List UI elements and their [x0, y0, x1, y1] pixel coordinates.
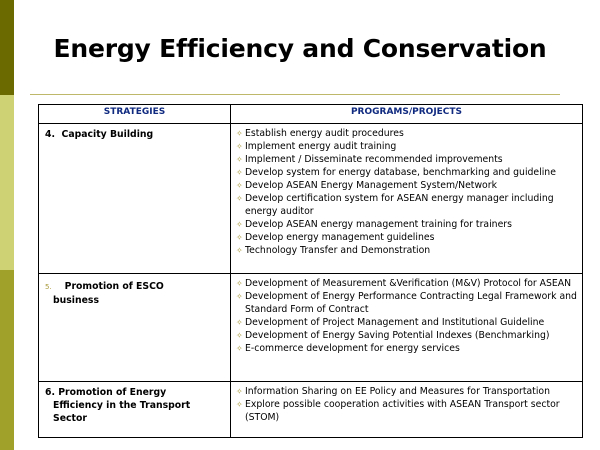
list-item: ✧ Development of Measurement &Verificatio… — [236, 278, 572, 289]
header-programs: PROGRAMS/PROJECTS — [230, 104, 583, 124]
strategy-label-line2: Efficiency in the Transport — [53, 400, 191, 411]
diamond-bullet-icon: ✧ — [236, 155, 243, 164]
table-row: 6. Promotion of Energy Efficiency in the… — [38, 381, 583, 438]
strategy-label-line3: Sector — [53, 413, 87, 424]
diamond-bullet-icon: ✧ — [236, 181, 243, 190]
list-item: ✧ Develop ASEAN Energy Management System/… — [236, 180, 497, 191]
strategy-cell: 4. Capacity Building — [38, 123, 231, 274]
list-item: ✧ Develop energy management guidelines — [236, 232, 435, 243]
slide-sidebar-decoration — [0, 0, 14, 450]
diamond-bullet-icon: ✧ — [236, 220, 243, 229]
table-row: 4. Capacity Building ✧ Establish energy a… — [38, 123, 583, 274]
strategy-cell: 5. Promotion of ESCO business — [38, 273, 231, 382]
strategy-label-line2: business — [53, 295, 99, 306]
list-item: ✧ Develop certification system for ASEAN … — [236, 193, 554, 217]
programs-cell: ✧ Development of Measurement &Verificatio… — [230, 273, 583, 382]
diamond-bullet-icon: ✧ — [236, 168, 243, 177]
diamond-bullet-icon: ✧ — [236, 344, 243, 353]
list-item: ✧ Explore possible cooperation activities… — [236, 399, 560, 423]
slide-title: Energy Efficiency and Conservation — [53, 34, 547, 63]
strategy-number: 4. — [45, 129, 56, 140]
list-item: ✧ Implement energy audit training — [236, 141, 397, 152]
strategies-table: STRATEGIES PROGRAMS/PROJECTS 4. Capacity… — [38, 104, 583, 438]
sidebar-band-top — [0, 0, 14, 95]
strategy-label-line1: Promotion of ESCO — [64, 281, 164, 292]
diamond-bullet-icon: ✧ — [236, 194, 243, 203]
strategy-number: 5. — [45, 283, 52, 291]
header-strategies: STRATEGIES — [38, 104, 231, 124]
strategy-label: Capacity Building — [61, 129, 154, 140]
table-header-row: STRATEGIES PROGRAMS/PROJECTS — [38, 104, 583, 124]
strategy-label-line1: 6. Promotion of Energy — [45, 387, 167, 398]
list-item: ✧ Develop ASEAN energy management trainin… — [236, 219, 512, 230]
sidebar-band-bottom — [0, 270, 14, 450]
strategy-cell: 6. Promotion of Energy Efficiency in the… — [38, 381, 231, 438]
sidebar-band-middle — [0, 95, 14, 270]
programs-cell: ✧ Information Sharing on EE Policy and Me… — [230, 381, 583, 438]
list-item: ✧ Development of Energy Saving Potential … — [236, 330, 550, 341]
diamond-bullet-icon: ✧ — [236, 129, 243, 138]
diamond-bullet-icon: ✧ — [236, 331, 243, 340]
list-item: ✧ Technology Transfer and Demonstration — [236, 245, 431, 256]
list-item: ✧ Implement / Disseminate recommended imp… — [236, 154, 503, 165]
diamond-bullet-icon: ✧ — [236, 387, 243, 396]
list-item: ✧ E-commerce development for energy servi… — [236, 343, 460, 354]
diamond-bullet-icon: ✧ — [236, 279, 243, 288]
diamond-bullet-icon: ✧ — [236, 233, 243, 242]
programs-cell: ✧ Establish energy audit procedures ✧ Impl… — [230, 123, 583, 274]
list-item: ✧ Development of Energy Performance Contr… — [236, 291, 577, 315]
diamond-bullet-icon: ✧ — [236, 142, 243, 151]
diamond-bullet-icon: ✧ — [236, 246, 243, 255]
title-divider — [30, 94, 560, 95]
list-item: ✧ Information Sharing on EE Policy and Me… — [236, 386, 550, 397]
list-item: ✧ Develop system for energy database, ben… — [236, 167, 556, 178]
list-item: ✧ Development of Project Management and I… — [236, 317, 545, 328]
list-item: ✧ Establish energy audit procedures — [236, 128, 404, 139]
diamond-bullet-icon: ✧ — [236, 400, 243, 409]
diamond-bullet-icon: ✧ — [236, 292, 243, 301]
diamond-bullet-icon: ✧ — [236, 318, 243, 327]
table-row: 5. Promotion of ESCO business ✧ Developme… — [38, 273, 583, 382]
